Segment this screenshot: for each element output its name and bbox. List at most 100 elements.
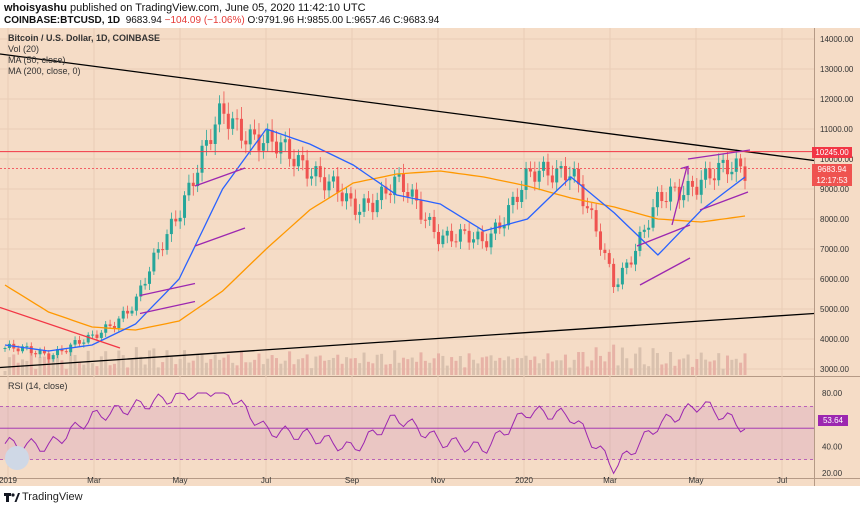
candle-body bbox=[515, 196, 519, 202]
volume-bar bbox=[542, 359, 546, 375]
rsi-plot-area[interactable] bbox=[0, 377, 814, 478]
volume-bar bbox=[253, 359, 257, 375]
candle-body bbox=[209, 140, 213, 145]
candle-body bbox=[380, 186, 384, 201]
x-tick-label: Jul bbox=[261, 476, 271, 485]
pattern-line bbox=[139, 282, 196, 297]
volume-bar bbox=[244, 362, 248, 375]
candle-body bbox=[620, 267, 624, 285]
y-tick-label: 10000.00 bbox=[820, 155, 854, 164]
volume-bar bbox=[625, 358, 629, 375]
volume-bar bbox=[366, 361, 370, 375]
candle-body bbox=[222, 103, 226, 114]
ma-lines bbox=[4, 128, 746, 352]
x-tick-label: Jul bbox=[777, 476, 787, 485]
candle-body bbox=[16, 348, 20, 352]
volume-bar bbox=[213, 354, 217, 375]
publish-line: whoisyashu published on TradingView.com,… bbox=[4, 2, 366, 14]
candle-body bbox=[143, 283, 147, 286]
candle-body bbox=[244, 140, 248, 145]
candle-body bbox=[524, 168, 528, 190]
candle-body bbox=[292, 158, 296, 167]
volume-bar bbox=[29, 352, 33, 375]
candle-body bbox=[331, 176, 335, 182]
volume-bar bbox=[419, 352, 423, 375]
volume-bar bbox=[21, 359, 25, 375]
candle-body bbox=[489, 233, 493, 248]
candle-body bbox=[498, 222, 502, 229]
candle-body bbox=[353, 198, 357, 215]
volume-bar bbox=[7, 357, 11, 375]
volume-bar bbox=[183, 350, 187, 375]
x-axis-ticks: 2019 Mar May Jul Sep Nov 2020 Mar May Jul bbox=[0, 476, 787, 485]
volume-bar bbox=[599, 355, 603, 375]
candle-body bbox=[112, 326, 116, 328]
volume-bar bbox=[730, 359, 734, 375]
candle-body bbox=[200, 145, 204, 173]
volume-bar bbox=[533, 356, 537, 375]
candle-body bbox=[388, 193, 392, 196]
candle-body bbox=[655, 191, 659, 208]
price-axis[interactable] bbox=[814, 28, 860, 486]
candle-body bbox=[419, 200, 423, 220]
candle-body bbox=[594, 210, 598, 232]
y-tick-label: 13000.00 bbox=[820, 65, 854, 74]
volume-bar bbox=[397, 362, 401, 375]
volume-bar bbox=[612, 344, 616, 375]
volume-bar bbox=[134, 347, 138, 375]
candle-body bbox=[397, 173, 401, 177]
volume-bar bbox=[156, 367, 160, 375]
volume-bar bbox=[3, 371, 7, 375]
volume-bar bbox=[489, 355, 493, 375]
volume-bar bbox=[283, 360, 287, 375]
candle-body bbox=[95, 334, 99, 338]
volume-bar bbox=[226, 354, 230, 375]
chart-footer: TradingView bbox=[0, 486, 860, 509]
candle-body bbox=[323, 177, 327, 191]
price-plot-area[interactable] bbox=[0, 28, 814, 376]
volume-bar bbox=[371, 363, 375, 375]
resistance-badge: 10245.00 bbox=[812, 147, 852, 158]
candle-body bbox=[642, 229, 646, 232]
volume-bar bbox=[423, 360, 427, 375]
volume-bar bbox=[734, 358, 738, 375]
candle-body bbox=[253, 129, 257, 135]
candle-body bbox=[725, 159, 729, 175]
volume-bar bbox=[112, 363, 116, 375]
candle-body bbox=[677, 186, 681, 201]
volume-bar bbox=[704, 359, 708, 375]
volume-bar bbox=[739, 362, 743, 375]
y-tick-label: 4000.00 bbox=[820, 335, 849, 344]
candle-body bbox=[585, 206, 589, 209]
pattern-line bbox=[636, 224, 691, 247]
volume-bar bbox=[327, 359, 331, 375]
candle-body bbox=[647, 227, 651, 230]
legend-rsi: RSI (14, close) bbox=[8, 381, 68, 391]
author-name[interactable]: whoisyashu bbox=[4, 2, 67, 14]
x-tick-label: Mar bbox=[87, 476, 101, 485]
volume-bar bbox=[620, 347, 624, 375]
chart-pane[interactable]: 14000.00 13000.00 12000.00 11000.00 10000.00… bbox=[0, 28, 860, 486]
y-tick-label: 7000.00 bbox=[820, 245, 849, 254]
volume-bar bbox=[550, 361, 554, 375]
volume-bar bbox=[563, 354, 567, 375]
y-axis-ticks: 14000.00 13000.00 12000.00 11000.00 10000.00… bbox=[820, 35, 854, 478]
candle-body bbox=[152, 252, 156, 272]
candle-body bbox=[520, 189, 524, 202]
candle-body bbox=[739, 158, 743, 167]
volume-bar bbox=[673, 365, 677, 375]
candle-body bbox=[91, 334, 95, 336]
candle-body bbox=[454, 241, 458, 243]
y-tick-label: 11000.00 bbox=[820, 125, 853, 134]
candle-body bbox=[310, 176, 314, 179]
candle-body bbox=[428, 216, 432, 220]
volume-bar bbox=[686, 354, 690, 375]
y-tick-label: 6000.00 bbox=[820, 275, 849, 284]
candle-body bbox=[537, 170, 541, 182]
volume-bar bbox=[682, 358, 686, 375]
candle-body bbox=[717, 162, 721, 181]
candle-body bbox=[296, 155, 300, 167]
candle-body bbox=[599, 231, 603, 250]
candle-body bbox=[121, 310, 125, 319]
candle-body bbox=[178, 217, 182, 222]
